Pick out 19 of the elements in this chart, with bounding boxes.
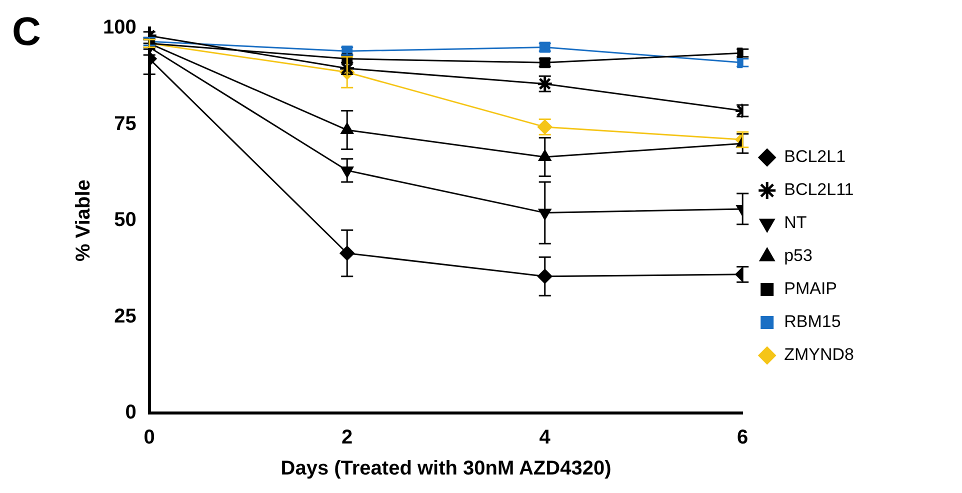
legend-label: NT [784,213,807,232]
legend-label: p53 [784,246,812,266]
x-tick-label: 0 [144,426,155,449]
legend-label: BCL2L11 [784,180,854,200]
text: C [12,10,41,54]
y-tick-label: 100 [102,16,136,39]
y-tick-label: 50 [114,209,136,232]
x-axis-title: Days (Treated with 30nM AZD4320) [280,458,612,480]
y-tick-label: 0 [125,402,136,424]
legend-label: ZMYND8 [784,345,854,364]
legend-label: BCL2L1 [784,147,846,166]
x-tick-label: 6 [737,426,748,449]
x-tick-label: 4 [539,426,552,449]
x-tick-label: 2 [342,426,353,449]
y-axis-title: % Viable [72,180,95,262]
legend-label: PMAIP [784,279,838,298]
legend-label: RBM15 [784,312,841,332]
y-tick-label: 75 [114,112,136,135]
y-tick-label: 25 [114,305,136,328]
